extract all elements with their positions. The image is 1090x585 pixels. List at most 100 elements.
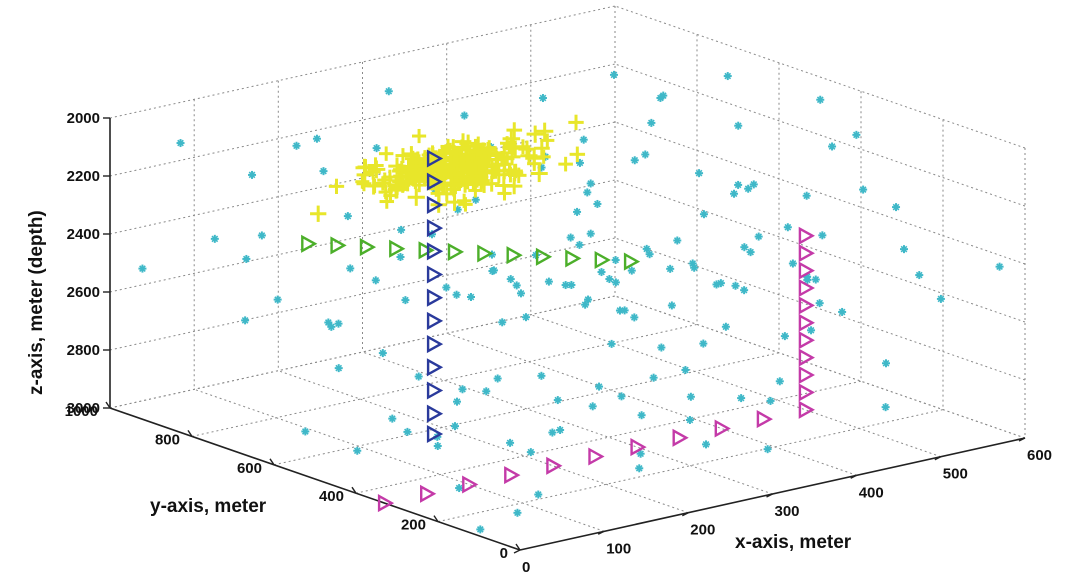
event-asterisk-marker [493, 374, 502, 383]
grid-line [194, 388, 605, 532]
x-tick-label: 100 [606, 540, 631, 557]
event-asterisk-marker [567, 280, 576, 289]
grid-line [614, 179, 1026, 323]
x-tick-mark [681, 512, 689, 517]
event-asterisk-marker [699, 210, 708, 219]
event-asterisk-marker [754, 232, 763, 241]
event-plus-marker [462, 167, 479, 185]
grid-line [109, 63, 616, 177]
event-plus-marker [497, 157, 512, 172]
event-asterisk-marker [635, 464, 644, 473]
receiver-marker [672, 428, 689, 447]
grid-line [109, 237, 616, 351]
receiver-marker [798, 278, 815, 298]
event-asterisk-marker [731, 281, 740, 290]
event-asterisk-marker [647, 118, 656, 127]
event-asterisk-marker [627, 266, 636, 275]
event-asterisk-marker [257, 231, 266, 240]
y-axis-line [109, 407, 521, 551]
event-asterisk-marker [455, 484, 464, 493]
event-asterisk-marker [816, 95, 825, 104]
event-asterisk-marker [319, 167, 328, 176]
event-asterisk-marker [892, 203, 901, 212]
event-asterisk-marker [611, 256, 620, 265]
event-asterisk-marker [384, 87, 393, 96]
event-asterisk-marker [512, 281, 521, 290]
event-asterisk-marker [685, 416, 694, 425]
event-asterisk-marker [617, 392, 626, 401]
receiver-marker [359, 238, 377, 257]
event-asterisk-marker [403, 427, 412, 436]
receiver-marker [798, 348, 815, 367]
event-asterisk-marker [521, 313, 530, 322]
event-asterisk-marker [730, 189, 739, 198]
event-asterisk-marker [526, 448, 535, 457]
receiver-marker [756, 410, 773, 429]
y-tick-mark [105, 401, 111, 409]
event-asterisk-marker [607, 339, 616, 348]
event-asterisk-marker [642, 244, 651, 253]
event-asterisk-marker [666, 264, 675, 273]
x-tick-mark [513, 549, 521, 554]
event-asterisk-marker [575, 240, 584, 249]
grid-line [614, 237, 1026, 381]
event-asterisk-marker [641, 150, 650, 159]
receiver-marker [426, 219, 444, 238]
event-asterisk-marker [595, 382, 604, 391]
event-asterisk-marker [346, 264, 355, 273]
event-plus-marker [494, 176, 513, 195]
event-asterisk-marker [458, 385, 467, 394]
event-plus-marker [406, 166, 423, 183]
receiver-marker [426, 195, 444, 214]
axes-box [103, 117, 1026, 554]
grid-line [446, 332, 857, 476]
event-asterisk-marker [615, 306, 624, 315]
receiver-marker [426, 172, 444, 191]
event-asterisk-marker [401, 296, 410, 305]
receiver-marker [418, 241, 435, 260]
event-asterisk-marker [649, 373, 658, 382]
grid-line [273, 352, 780, 466]
x-tick-mark [934, 456, 942, 461]
receiver-marker [330, 236, 347, 255]
event-asterisk-marker [544, 277, 553, 286]
event-asterisk-marker [476, 525, 485, 534]
event-asterisk-marker [334, 319, 343, 328]
grid-line [614, 295, 1026, 439]
event-plus-marker [454, 133, 472, 150]
event-plus-marker [533, 140, 550, 157]
event-asterisk-marker [593, 199, 602, 208]
y-tick-label: 1000 [65, 403, 98, 420]
event-asterisk-marker [451, 422, 460, 431]
grid-line [109, 295, 616, 409]
receiver-marker [798, 313, 815, 332]
event-asterisk-marker [210, 234, 219, 243]
receiver-marker [426, 265, 444, 284]
event-asterisk-marker [811, 275, 820, 284]
receiver-marker [504, 466, 521, 485]
event-plus-marker [367, 160, 386, 179]
z-tick-label: 2200 [67, 168, 100, 185]
grid-line [109, 5, 616, 119]
y-tick-label: 0 [500, 545, 508, 562]
event-asterisk-marker [807, 326, 816, 335]
event-asterisk-marker [746, 248, 755, 257]
event-asterisk-marker [881, 403, 890, 412]
receiver-marker [588, 447, 605, 466]
z-tick-label: 2000 [67, 110, 100, 127]
event-plus-marker [569, 146, 586, 163]
event-plus-marker [356, 166, 374, 184]
event-asterisk-marker [815, 299, 824, 308]
event-plus-marker [502, 129, 521, 148]
event-asterisk-marker [534, 490, 543, 499]
event-asterisk-marker [498, 318, 507, 327]
event-plus-marker [558, 156, 573, 172]
x-tick-label: 300 [775, 503, 800, 520]
event-asterisk-marker [673, 236, 682, 245]
event-asterisk-marker [452, 290, 461, 299]
y-tick-mark [433, 515, 439, 522]
grid-line [109, 179, 616, 293]
grid-line [191, 323, 698, 437]
event-plus-marker [536, 122, 554, 140]
event-asterisk-marker [859, 185, 868, 194]
